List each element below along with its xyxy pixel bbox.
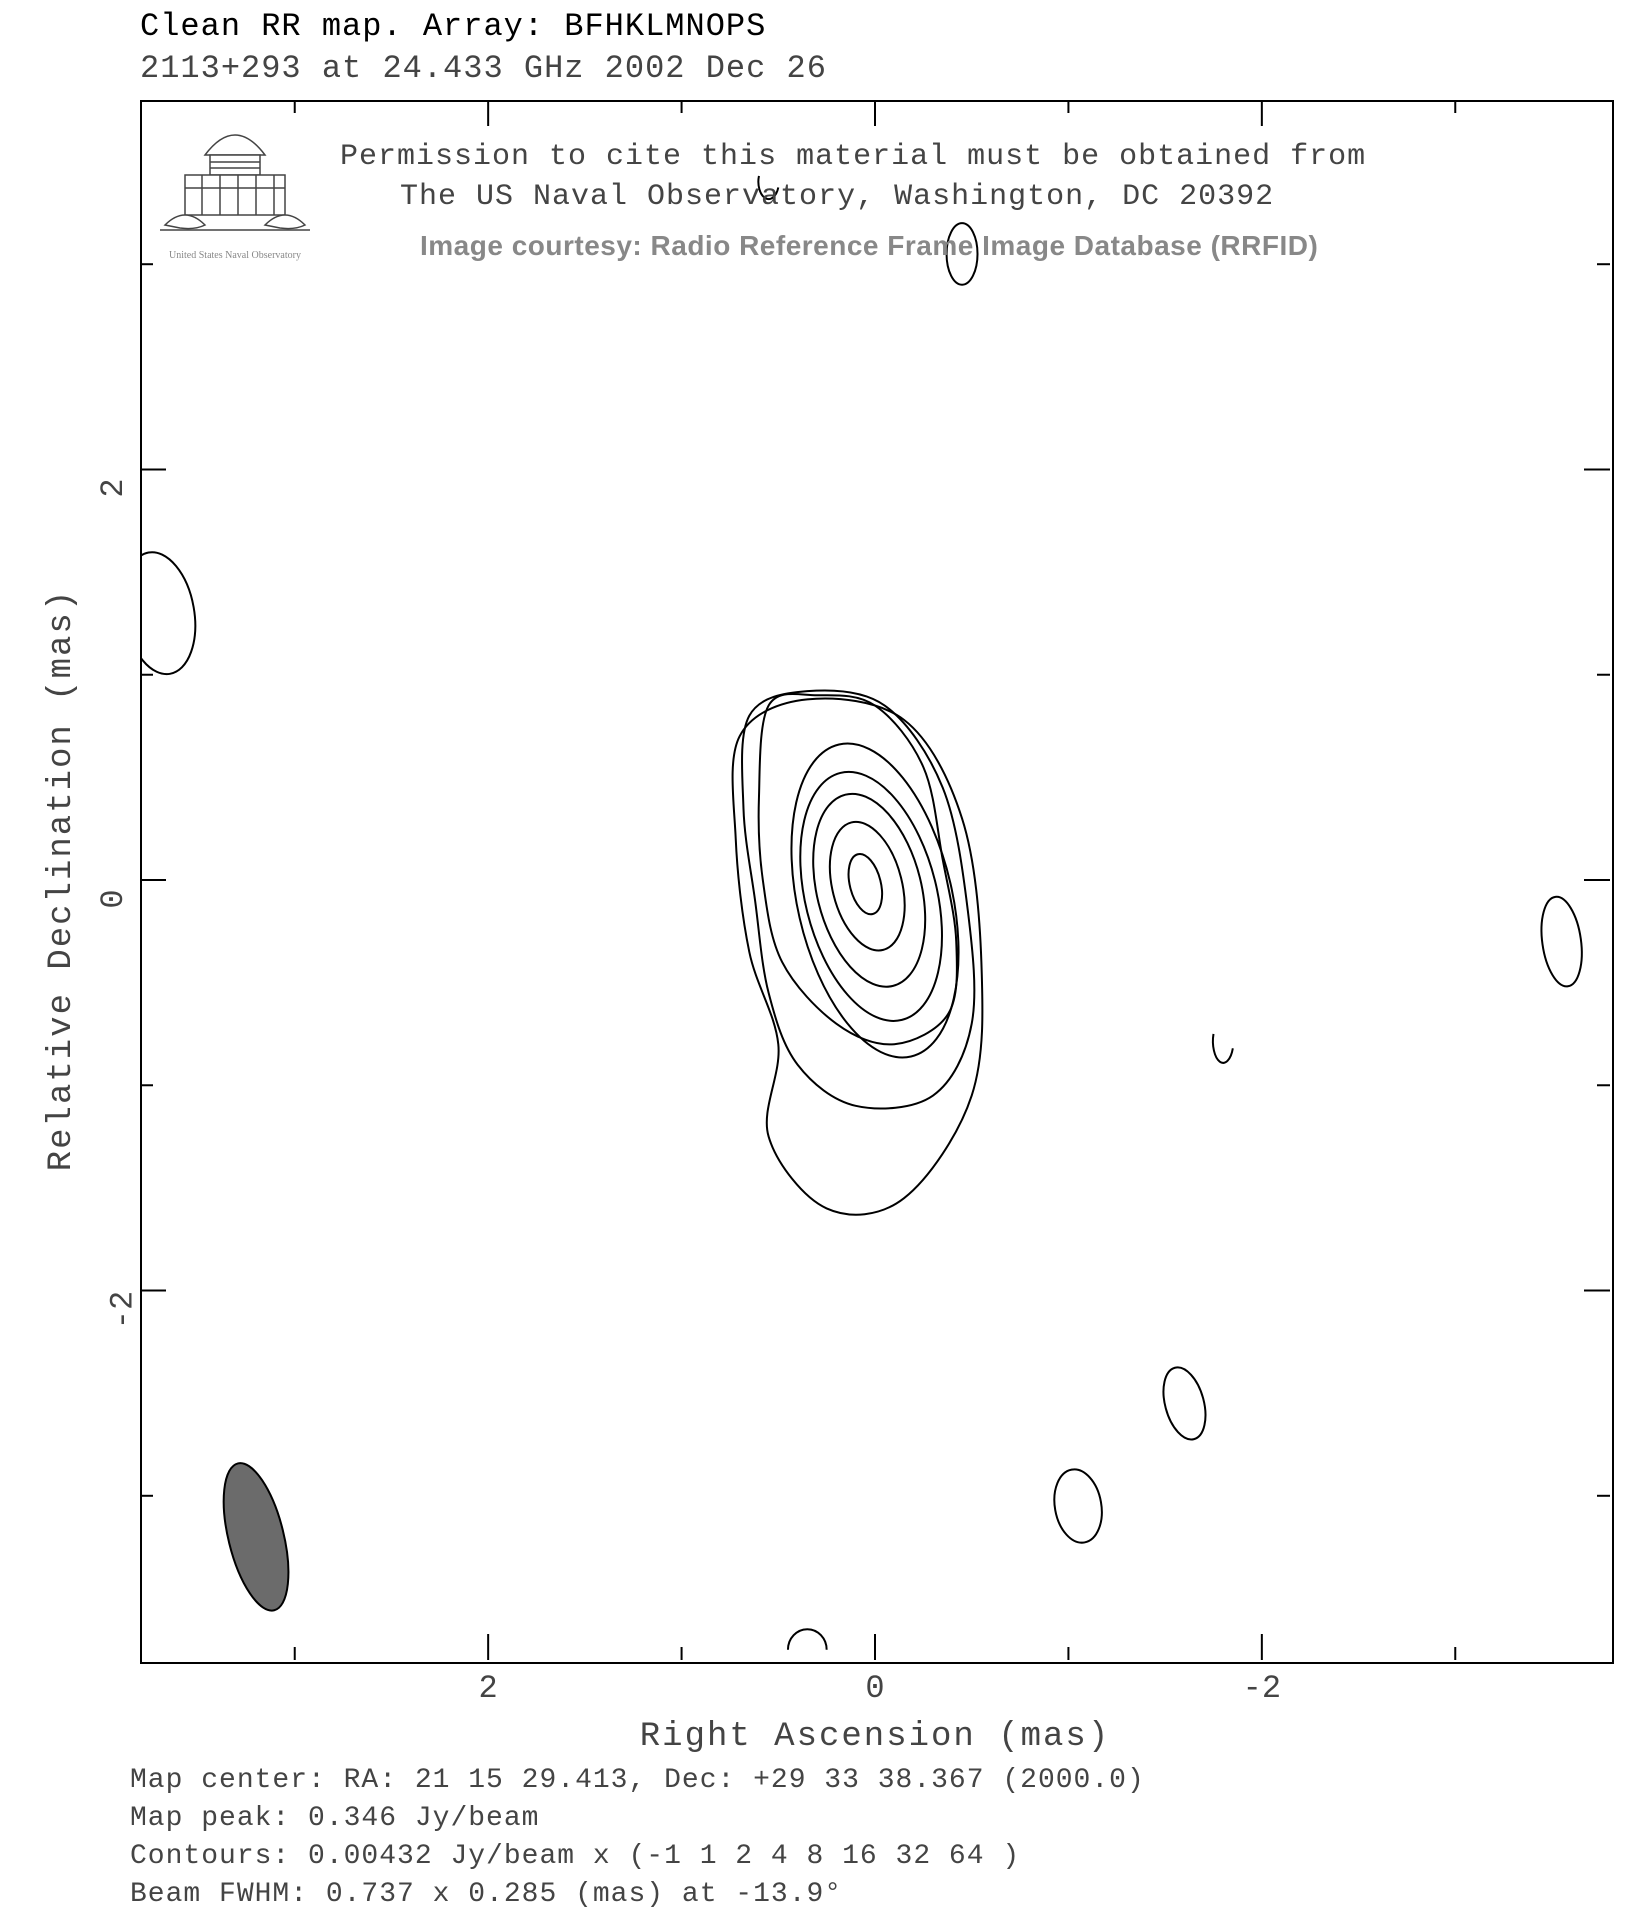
y-tick-label: 2 (95, 479, 132, 498)
x-tick-label: 2 (479, 1670, 498, 1707)
footer-line-1: Map peak: 0.346 Jy/beam (130, 1803, 539, 1834)
y-axis-label: Relative Declination (mas) (43, 589, 81, 1172)
title-line-1: Clean RR map. Array: BFHKLMNOPS (140, 8, 766, 45)
permission-line-1: Permission to cite this material must be… (340, 140, 1366, 174)
usno-logo-caption: United States Naval Observatory (150, 250, 320, 261)
x-tick-label: 0 (865, 1670, 884, 1707)
x-tick-label: -2 (1243, 1670, 1281, 1707)
footer-line-0: Map center: RA: 21 15 29.413, Dec: +29 3… (130, 1765, 1145, 1796)
plot-frame (140, 100, 1614, 1664)
title-line-2: 2113+293 at 24.433 GHz 2002 Dec 26 (140, 50, 827, 87)
y-tick-label: 0 (95, 889, 132, 908)
usno-logo-icon (150, 110, 320, 250)
footer-line-3: Beam FWHM: 0.737 x 0.285 (mas) at -13.9° (130, 1879, 842, 1910)
permission-line-2: The US Naval Observatory, Washington, DC… (400, 180, 1274, 214)
footer-line-2: Contours: 0.00432 Jy/beam x (-1 1 2 4 8 … (130, 1841, 1020, 1872)
image-credit: Image courtesy: Radio Reference Frame Im… (420, 230, 1318, 262)
y-tick-label: -2 (105, 1290, 142, 1328)
x-axis-label: Right Ascension (mas) (640, 1718, 1110, 1756)
